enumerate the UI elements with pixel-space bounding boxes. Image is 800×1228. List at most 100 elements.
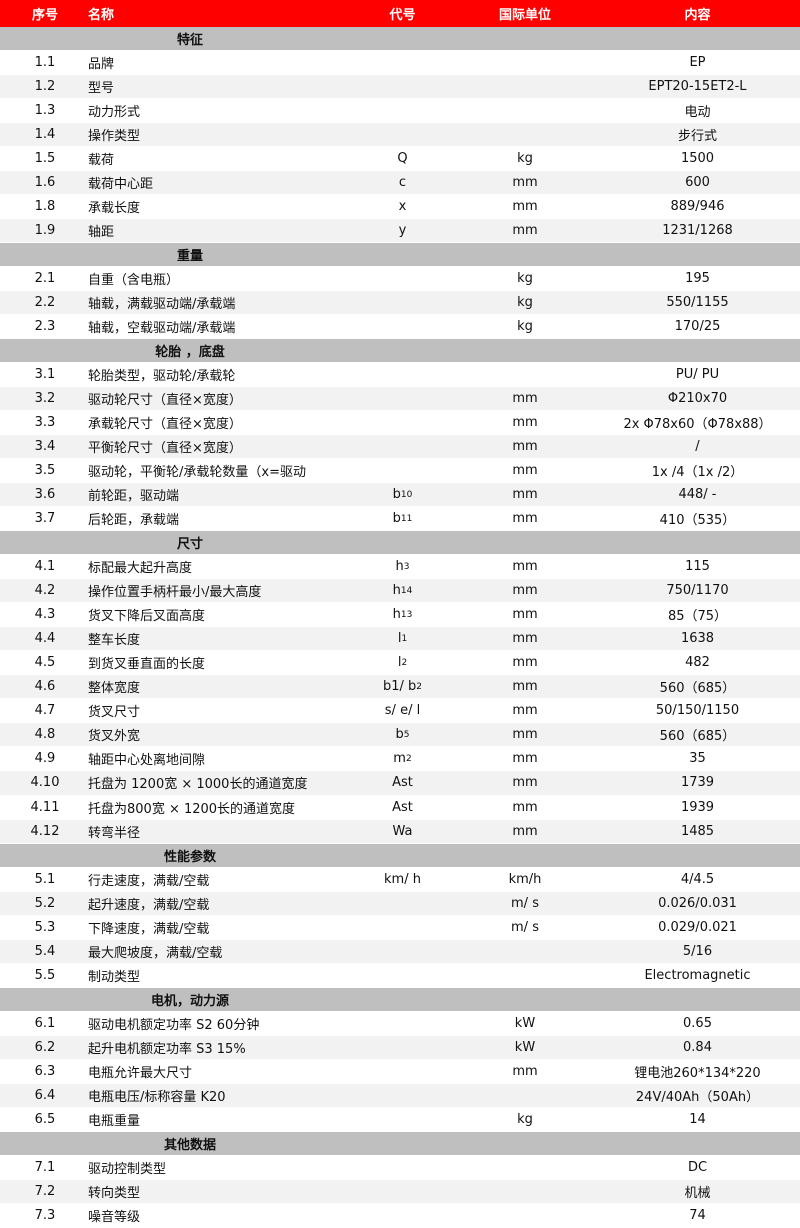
row-value: 2x Φ78x60（Φ78x88） <box>623 417 772 433</box>
row-unit <box>465 940 585 963</box>
code-subscript: 13 <box>400 609 413 620</box>
code-subscript: 2 <box>401 657 408 668</box>
row-code <box>340 1108 465 1131</box>
row-value: 步行式 <box>677 129 717 145</box>
row-unit: mm <box>512 823 538 839</box>
row-code: c <box>340 171 465 194</box>
row-seq: 3.6 <box>34 487 56 503</box>
section-row: 重量 <box>0 243 800 268</box>
row-value: 85（75） <box>667 609 728 625</box>
table-row: 6.3 电瓶允许最大尺寸 mm 锂电池260*134*220 <box>0 1060 800 1084</box>
code-text: km/ h <box>384 871 421 887</box>
row-name: 轴距中心处离地间隙 <box>88 753 206 769</box>
row-seq: 6.2 <box>34 1039 56 1055</box>
section-title: 其他数据 <box>163 1137 216 1153</box>
row-value: 机械 <box>684 1185 711 1201</box>
row-code: km/ h <box>340 868 465 891</box>
row-unit <box>465 363 585 386</box>
row-seq: 1.6 <box>34 175 56 191</box>
table-row: 1.5 载荷 Q kg 1500 <box>0 147 800 172</box>
row-value: 1939 <box>680 799 715 815</box>
row-unit: mm <box>512 655 538 671</box>
table-row: 1.6 载荷中心距 c mm 600 <box>0 171 800 196</box>
row-code <box>340 75 465 98</box>
row-value: 600 <box>685 175 710 191</box>
row-name: 托盘为800宽 × 1200长的通道宽度 <box>88 801 296 817</box>
row-unit: mm <box>512 463 538 479</box>
row-name: 制动类型 <box>88 969 141 985</box>
row-code <box>340 1060 465 1083</box>
row-seq: 4.6 <box>34 679 56 695</box>
row-code <box>340 435 465 458</box>
section-title: 尺寸 <box>176 537 203 553</box>
row-name: 驱动电机额定功率 S2 60分钟 <box>88 1017 260 1033</box>
row-code <box>340 1204 465 1227</box>
row-seq: 4.10 <box>30 775 60 791</box>
section-row: 尺寸 <box>0 531 800 556</box>
table-row: 6.2 起升电机额定功率 S3 15% kW 0.84 <box>0 1035 800 1060</box>
row-value: 4/4.5 <box>680 871 715 887</box>
row-unit: mm <box>512 223 538 239</box>
table-row: 1.1 品牌 EP <box>0 51 800 76</box>
row-code: Wa <box>340 820 465 843</box>
row-name: 到货叉垂直面的长度 <box>88 657 206 673</box>
row-code <box>340 387 465 410</box>
section-row: 轮胎 ，底盘 <box>0 339 800 364</box>
row-unit: kW <box>514 1015 536 1031</box>
table-row: 4.7 货叉尺寸 s/ e/ l mm 50/150/1150 <box>0 699 800 724</box>
table-row: 1.3 动力形式 电动 <box>0 99 800 124</box>
row-name: 整车长度 <box>88 633 141 649</box>
row-name: 整体宽度 <box>88 681 141 697</box>
row-code <box>340 123 465 146</box>
row-code <box>340 916 465 939</box>
row-value: 1500 <box>680 151 715 167</box>
row-unit: mm <box>512 1063 538 1079</box>
row-seq: 5.2 <box>34 895 56 911</box>
row-value: 35 <box>689 751 706 767</box>
row-code: b 11 <box>340 507 465 530</box>
row-unit <box>465 123 585 146</box>
row-value: 74 <box>689 1207 706 1223</box>
row-code <box>340 411 465 434</box>
row-value: 1485 <box>680 823 715 839</box>
section-row: 性能参数 <box>0 843 800 868</box>
section-row: 电机，动力源 <box>0 987 800 1012</box>
code-text: l <box>397 631 402 647</box>
row-unit <box>465 75 585 98</box>
row-value: 14 <box>689 1111 706 1127</box>
row-value: 448/ - <box>678 487 717 503</box>
row-value: Φ210x70 <box>667 391 728 407</box>
row-unit: m/ s <box>511 895 539 911</box>
row-seq: 7.3 <box>34 1207 56 1223</box>
table-row: 5.2 起升速度，满载/空载 m/ s 0.026/0.031 <box>0 891 800 916</box>
code-subscript: 3 <box>403 561 410 572</box>
row-name: 托盘为 1200宽 × 1000长的通道宽度 <box>88 777 308 793</box>
row-code <box>340 1012 465 1035</box>
row-seq: 2.2 <box>34 295 56 311</box>
code-text: s/ e/ l <box>384 703 421 719</box>
row-name: 起升速度，满载/空载 <box>88 897 210 913</box>
row-unit: mm <box>512 607 538 623</box>
row-value: 0.84 <box>683 1039 712 1055</box>
row-seq: 1.2 <box>34 79 56 95</box>
row-unit <box>465 51 585 74</box>
row-code: b 10 <box>340 483 465 506</box>
code-text: b <box>395 727 404 743</box>
row-seq: 3.1 <box>34 367 56 383</box>
row-seq: 4.9 <box>34 751 56 767</box>
code-subscript: 2 <box>405 753 412 764</box>
row-name: 载荷 <box>88 153 115 169</box>
section-title: 轮胎 ，底盘 <box>155 345 225 361</box>
code-subscript: 5 <box>403 729 410 740</box>
code-text: Ast <box>392 799 413 815</box>
section-row: 其他数据 <box>0 1131 800 1156</box>
row-seq: 1.4 <box>34 127 56 143</box>
row-value: Electromagnetic <box>644 967 751 983</box>
